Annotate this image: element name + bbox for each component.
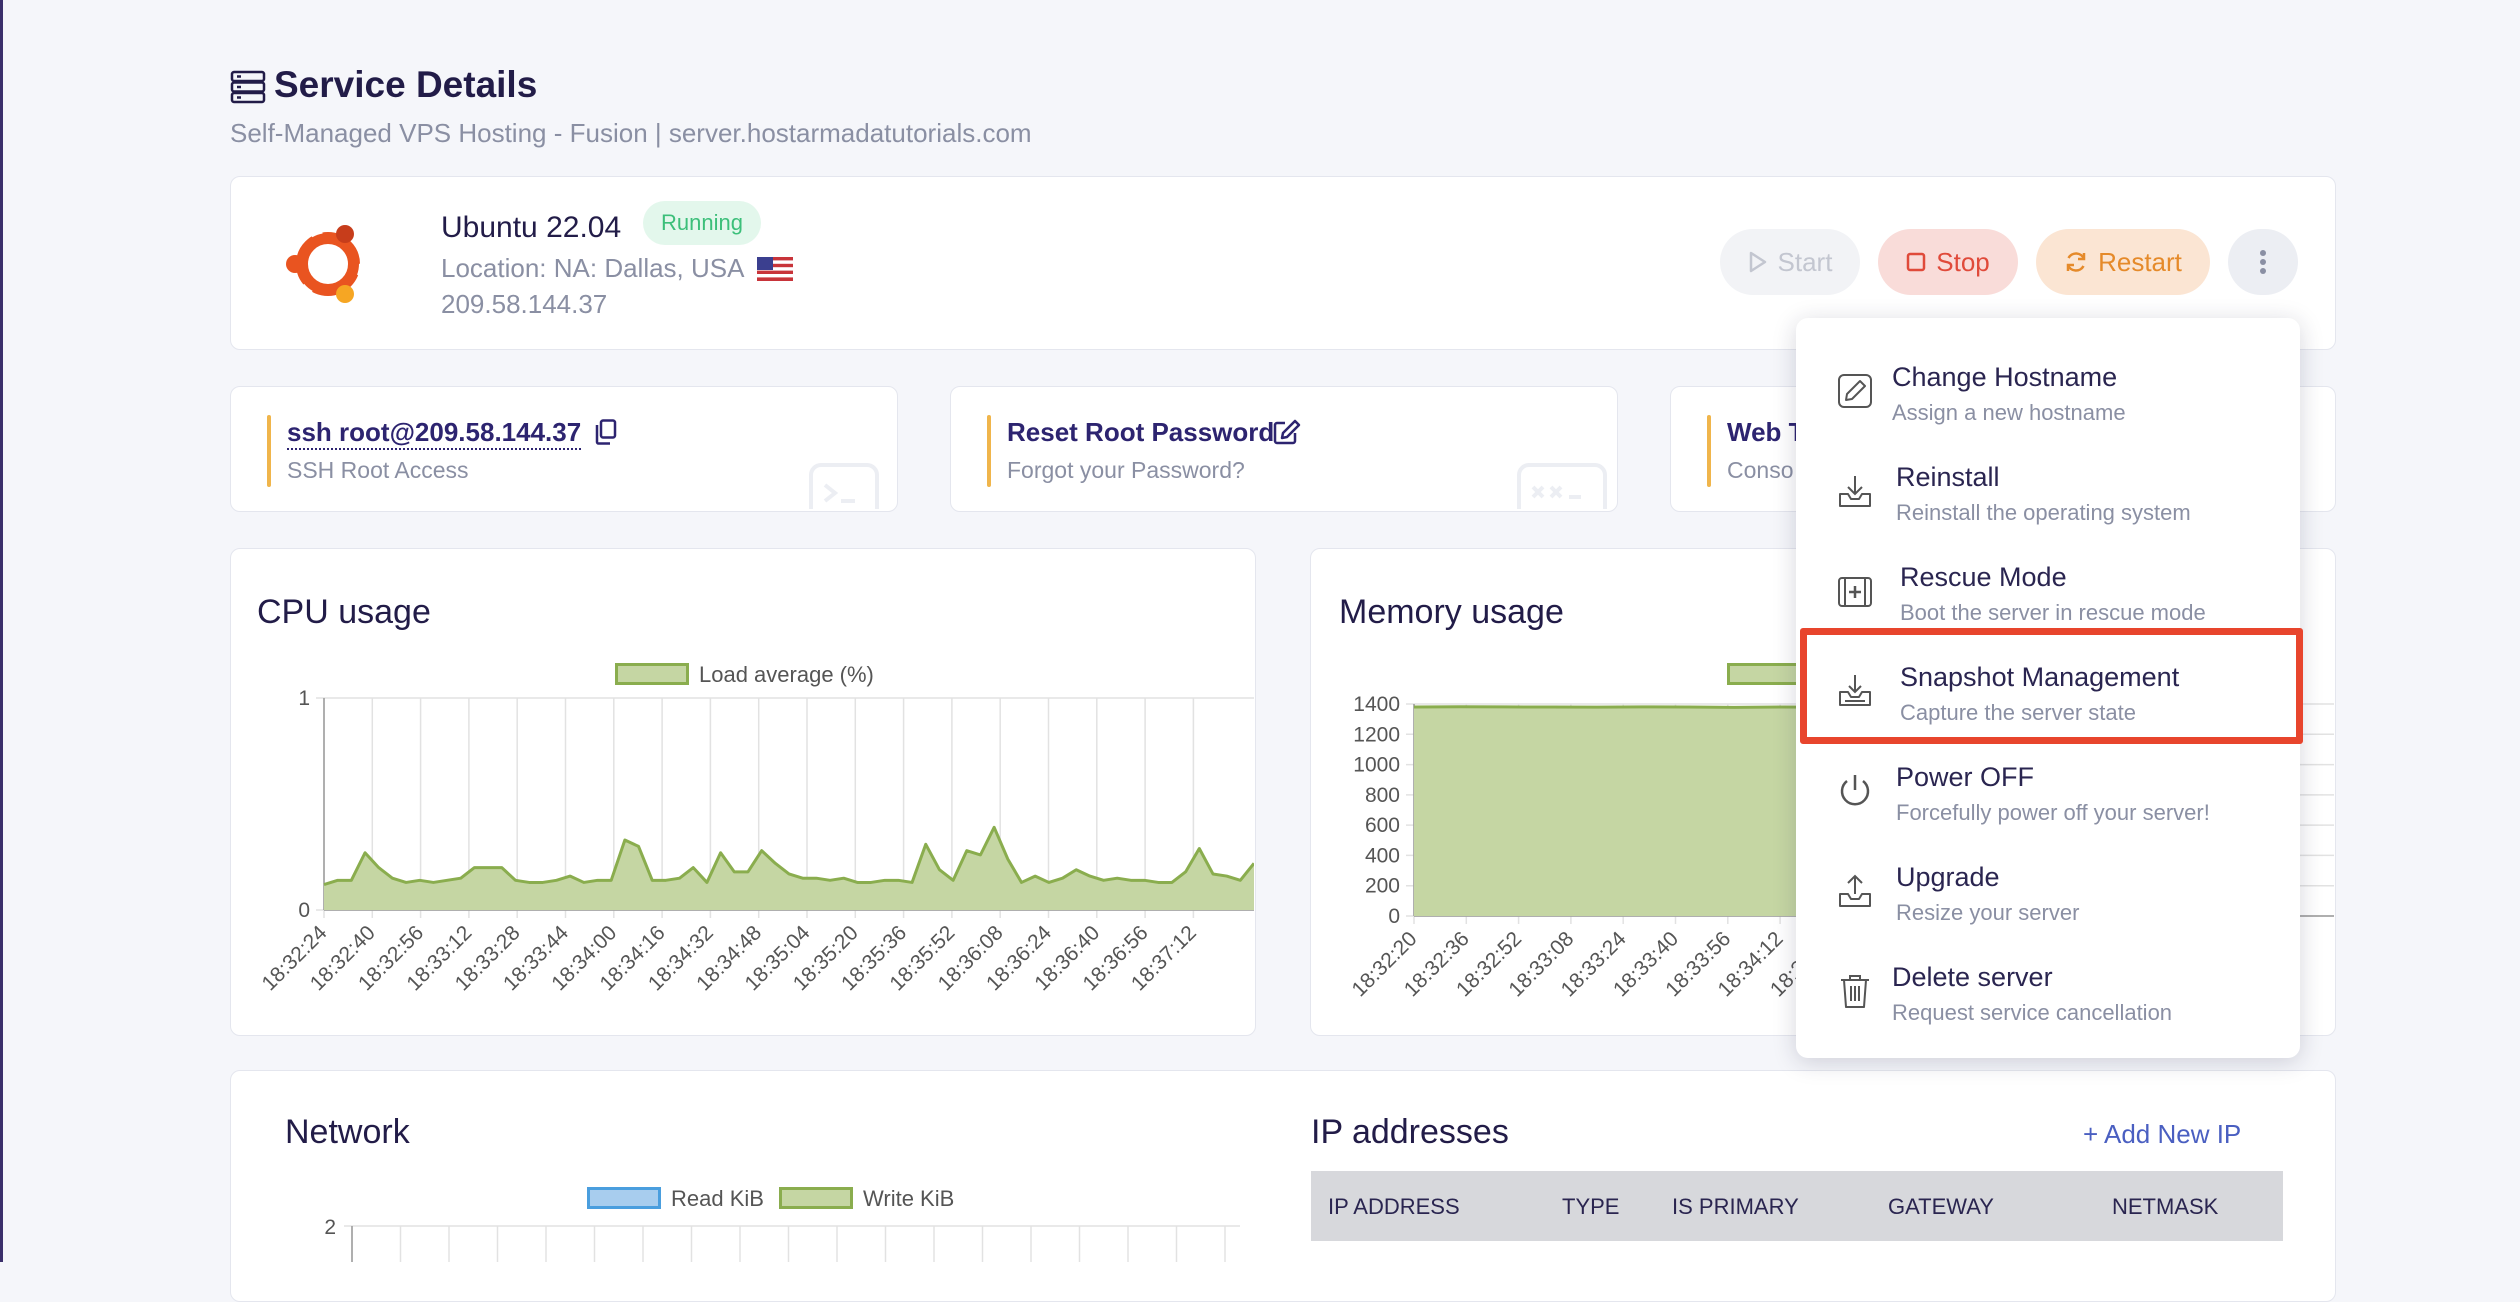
- window-left-edge: [0, 0, 3, 1262]
- ssh-card-subtitle: SSH Root Access: [287, 457, 469, 483]
- terminal-icon: [809, 463, 879, 509]
- refresh-icon: [2066, 252, 2086, 272]
- write-legend-swatch: [779, 1187, 853, 1209]
- more-options-button[interactable]: [2228, 229, 2298, 295]
- read-legend-swatch: [587, 1187, 661, 1209]
- add-new-ip-link[interactable]: + Add New IP: [2083, 1119, 2242, 1149]
- edit-icon: [1838, 374, 1872, 408]
- y-tick-label: 800: [1365, 784, 1400, 807]
- play-icon: [1749, 251, 1766, 273]
- page-title: Service Details: [274, 64, 538, 105]
- write-legend-label: Write KiB: [863, 1186, 955, 1211]
- col-is-primary[interactable]: IS PRIMARY: [1672, 1194, 1799, 1219]
- y-tick-label: 200: [1365, 875, 1400, 898]
- restart-label: Restart: [2098, 246, 2182, 277]
- network-y-tick: 2: [324, 1216, 336, 1239]
- memory-chart-title: Memory usage: [1339, 593, 1564, 631]
- cpu-legend-label: Load average (%): [699, 662, 874, 687]
- series-line: [323, 825, 1254, 886]
- web-console-subtitle: Conso: [1727, 457, 1794, 483]
- reset-password-card[interactable]: Reset Root Password Forgot your Password…: [950, 386, 1618, 512]
- upload-tray-icon: [1839, 874, 1871, 907]
- kebab-menu-icon: [2260, 250, 2266, 274]
- series-area: [324, 827, 1254, 910]
- menu-item-subtitle: Reinstall the operating system: [1896, 500, 2191, 525]
- menu-item-title: Snapshot Management: [1900, 662, 2180, 692]
- us-flag-icon: [757, 257, 793, 281]
- network-title: Network: [285, 1113, 410, 1151]
- col-netmask[interactable]: NETMASK: [2112, 1194, 2219, 1219]
- menu-item-rescue-mode[interactable]: Rescue Mode Boot the server in rescue mo…: [1796, 544, 2300, 644]
- server-location: Location: NA: Dallas, USA: [441, 253, 745, 283]
- card-accent: [267, 415, 271, 487]
- start-button[interactable]: Start: [1720, 229, 1860, 295]
- power-icon: [1840, 775, 1870, 806]
- ip-addresses-title: IP addresses: [1311, 1113, 1509, 1151]
- menu-item-title: Delete server: [1892, 962, 2053, 992]
- snapshot-highlight-box: [1800, 628, 2303, 744]
- menu-item-subtitle: Forcefully power off your server!: [1896, 800, 2210, 825]
- cpu-chart-title: CPU usage: [257, 593, 431, 631]
- menu-item-delete-server[interactable]: Delete server Request service cancellati…: [1796, 944, 2300, 1044]
- cpu-chart: 0118:32:2418:32:4018:32:5618:33:1218:33:…: [257, 687, 1254, 995]
- menu-item-title: Power OFF: [1896, 762, 2035, 792]
- menu-item-title: Reinstall: [1896, 462, 2000, 492]
- snapshot-icon: [1839, 675, 1871, 706]
- more-options-menu: Change Hostname Assign a new hostname Re…: [1796, 318, 2300, 1058]
- menu-item-change-hostname[interactable]: Change Hostname Assign a new hostname: [1796, 344, 2300, 444]
- medical-kit-icon: [1838, 577, 1872, 607]
- web-console-link[interactable]: Web T: [1727, 417, 1805, 447]
- col-gateway[interactable]: GATEWAY: [1888, 1194, 1994, 1219]
- y-tick-label: 400: [1365, 844, 1400, 867]
- menu-item-power-off[interactable]: Power OFF Forcefully power off your serv…: [1796, 744, 2300, 844]
- reset-password-link[interactable]: Reset Root Password: [1007, 417, 1275, 447]
- y-tick-label: 0: [298, 899, 310, 922]
- password-field-icon: [1517, 463, 1607, 509]
- menu-item-upgrade[interactable]: Upgrade Resize your server: [1796, 844, 2300, 944]
- col-type[interactable]: TYPE: [1562, 1194, 1620, 1219]
- y-tick-label: 1000: [1353, 754, 1400, 777]
- card-accent: [987, 415, 991, 487]
- menu-item-subtitle: Boot the server in rescue mode: [1900, 600, 2206, 625]
- card-accent: [1707, 415, 1711, 487]
- menu-item-title: Rescue Mode: [1900, 562, 2067, 592]
- stop-label: Stop: [1936, 246, 1990, 277]
- stop-square-icon: [1907, 252, 1926, 272]
- edit-icon: [1273, 419, 1301, 445]
- menu-item-subtitle: Capture the server state: [1900, 700, 2137, 725]
- restart-button[interactable]: Restart: [2036, 229, 2210, 295]
- menu-item-snapshot-management[interactable]: Snapshot Management Capture the server s…: [1796, 644, 2300, 744]
- ubuntu-logo-icon: [286, 225, 365, 303]
- trash-icon: [1841, 975, 1869, 1008]
- menu-item-subtitle: Assign a new hostname: [1892, 400, 2126, 425]
- y-tick-label: 1200: [1353, 723, 1400, 746]
- y-tick-label: 1: [298, 687, 310, 710]
- y-tick-label: 600: [1365, 814, 1400, 837]
- page-subtitle: Self-Managed VPS Hosting - Fusion | serv…: [230, 118, 1032, 148]
- status-badge: Running: [643, 201, 761, 245]
- stop-button[interactable]: Stop: [1878, 229, 2018, 295]
- start-label: Start: [1777, 246, 1833, 277]
- os-name: Ubuntu 22.04: [441, 211, 622, 244]
- menu-item-subtitle: Request service cancellation: [1892, 1000, 2173, 1025]
- reset-password-subtitle: Forgot your Password?: [1007, 457, 1245, 483]
- y-tick-label: 1400: [1353, 693, 1400, 716]
- col-ip-address[interactable]: IP ADDRESS: [1328, 1194, 1460, 1219]
- cpu-legend-swatch: [615, 663, 689, 685]
- ssh-command-link[interactable]: ssh root@209.58.144.37: [287, 417, 582, 450]
- server-icon: [230, 70, 266, 104]
- read-legend-label: Read KiB: [671, 1186, 764, 1211]
- server-ip: 209.58.144.37: [441, 289, 608, 319]
- y-tick-label: 0: [1388, 905, 1400, 928]
- download-tray-icon: [1839, 476, 1871, 507]
- ssh-card[interactable]: ssh root@209.58.144.37 SSH Root Access: [230, 386, 898, 512]
- network-chart: 2: [324, 1216, 1240, 1262]
- menu-item-title: Upgrade: [1896, 862, 2000, 892]
- menu-item-title: Change Hostname: [1892, 362, 2118, 392]
- menu-item-subtitle: Resize your server: [1896, 900, 2080, 925]
- ip-table-header: [1311, 1171, 2283, 1241]
- cpu-usage-card: CPU usage Load average (%): [230, 548, 1256, 1036]
- copy-icon[interactable]: [595, 419, 617, 445]
- menu-item-reinstall[interactable]: Reinstall Reinstall the operating system: [1796, 444, 2300, 544]
